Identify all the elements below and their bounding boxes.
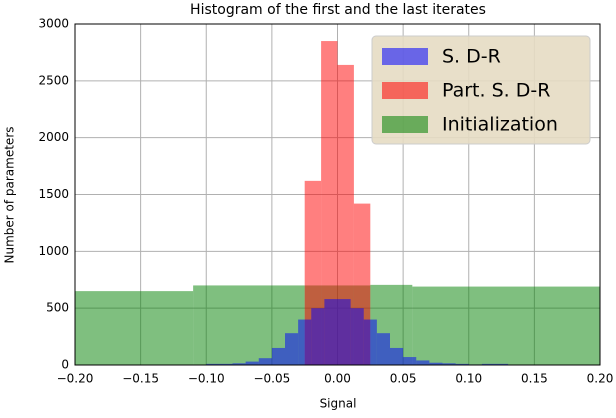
x-tick-label: −0.20 bbox=[57, 372, 94, 386]
histogram-bar bbox=[350, 308, 364, 365]
chart-title: Histogram of the first and the last iter… bbox=[190, 2, 486, 18]
x-tick-label: 0.15 bbox=[521, 372, 548, 386]
histogram-bar bbox=[75, 291, 194, 365]
histogram-bar bbox=[245, 361, 259, 365]
histogram-bar bbox=[495, 363, 509, 365]
y-tick-label: 0 bbox=[61, 358, 69, 372]
histogram-bar bbox=[442, 363, 456, 365]
histogram-bar bbox=[390, 347, 404, 365]
y-tick-label: 2000 bbox=[38, 130, 69, 144]
histogram-bar bbox=[321, 41, 338, 366]
x-tick-label: −0.15 bbox=[122, 372, 159, 386]
histogram-bar bbox=[403, 357, 417, 365]
histogram-bar bbox=[481, 363, 495, 365]
histogram-bar bbox=[455, 363, 469, 365]
legend-swatch bbox=[382, 48, 428, 65]
x-axis-label: Signal bbox=[320, 397, 357, 411]
histogram-bar bbox=[376, 333, 390, 365]
histogram-bar bbox=[416, 360, 430, 365]
histogram-bar bbox=[412, 286, 600, 365]
histogram-bar bbox=[258, 358, 272, 365]
histogram-bar bbox=[232, 363, 246, 365]
histogram-bar bbox=[206, 363, 220, 365]
legend-swatch bbox=[382, 116, 428, 133]
x-tick-label: 0.05 bbox=[390, 372, 417, 386]
histogram-bar bbox=[363, 319, 377, 365]
legend-swatch bbox=[382, 82, 428, 99]
x-tick-label: 0.00 bbox=[324, 372, 351, 386]
x-tick-label: −0.10 bbox=[188, 372, 225, 386]
histogram-bar bbox=[219, 363, 233, 365]
histogram-bar bbox=[429, 362, 443, 365]
histogram-bar bbox=[337, 299, 351, 365]
histogram-bar bbox=[324, 299, 338, 365]
y-tick-label: 1000 bbox=[38, 244, 69, 258]
legend-label: S. D-R bbox=[442, 46, 501, 68]
x-tick-label: 0.10 bbox=[455, 372, 482, 386]
x-tick-label: −0.05 bbox=[253, 372, 290, 386]
legend-label: Initialization bbox=[442, 114, 558, 136]
histogram-bar bbox=[271, 347, 285, 365]
y-tick-label: 500 bbox=[46, 301, 69, 315]
x-tick-label: 0.20 bbox=[587, 372, 614, 386]
legend-label: Part. S. D-R bbox=[442, 80, 550, 102]
histogram-bar bbox=[311, 308, 325, 365]
plot-frame bbox=[74, 23, 601, 366]
histogram-bar bbox=[285, 333, 299, 365]
y-tick-label: 1500 bbox=[38, 187, 69, 201]
y-tick-label: 2500 bbox=[38, 73, 69, 87]
y-tick-label: 3000 bbox=[38, 17, 69, 31]
y-axis-label: Number of parameters bbox=[3, 126, 17, 263]
histogram-bar bbox=[337, 64, 354, 366]
histogram-bar bbox=[298, 319, 312, 365]
